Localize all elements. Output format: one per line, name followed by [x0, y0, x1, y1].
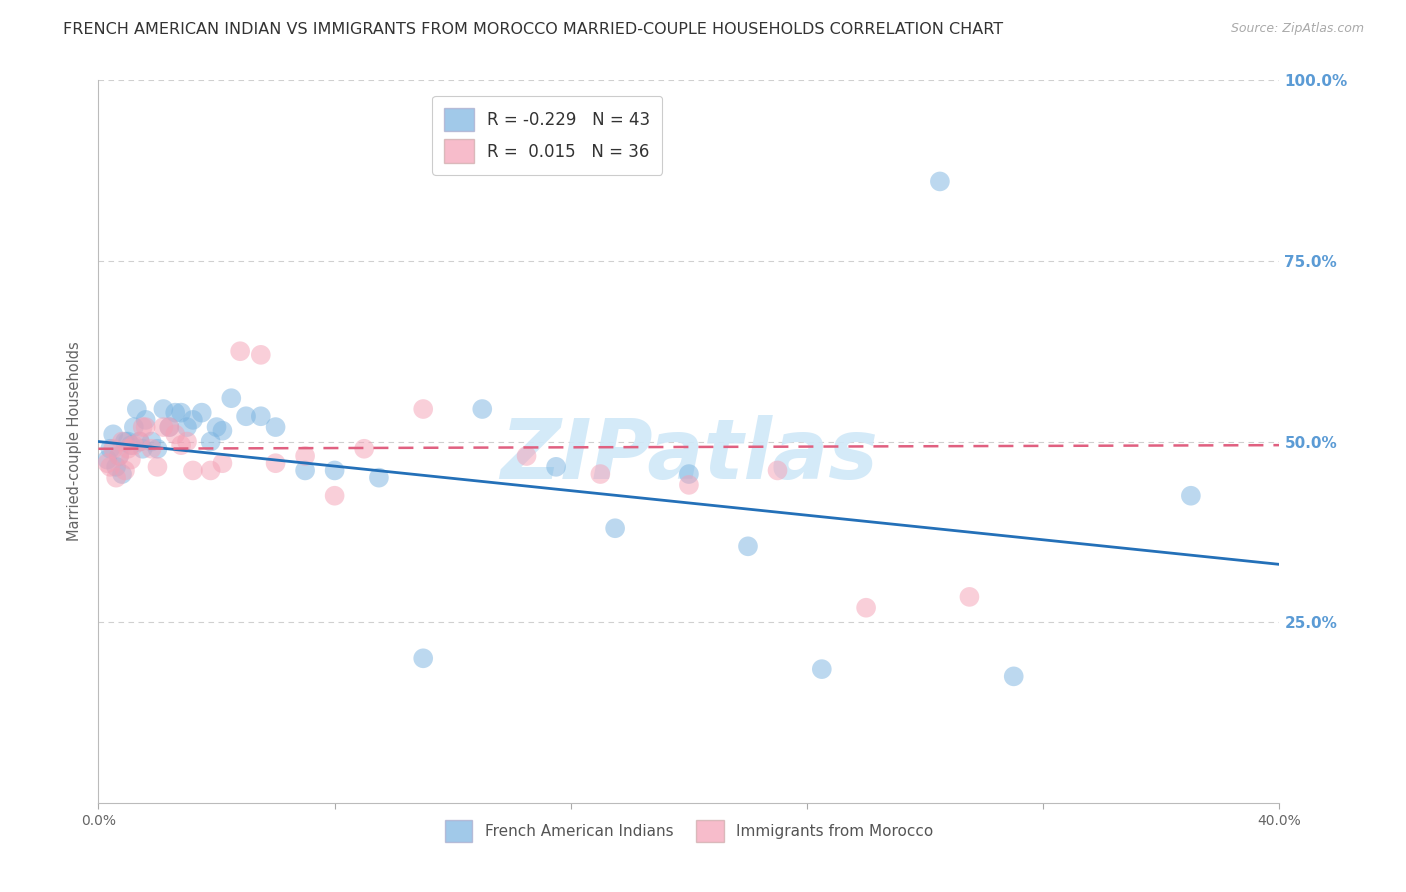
Point	[165, 406, 187, 420]
Point	[111, 467, 134, 481]
Point	[412, 651, 434, 665]
Point	[120, 452, 142, 467]
Point	[191, 406, 214, 420]
Point	[211, 456, 233, 470]
Point	[98, 442, 121, 456]
Point	[135, 413, 157, 427]
Point	[96, 452, 118, 467]
Point	[1002, 669, 1025, 683]
Point	[165, 427, 187, 442]
Point	[176, 434, 198, 449]
Point	[103, 442, 125, 456]
Point	[152, 420, 174, 434]
Y-axis label: Married-couple Households: Married-couple Households	[67, 342, 83, 541]
Legend: French American Indians, Immigrants from Morocco: French American Indians, Immigrants from…	[437, 813, 941, 849]
Point	[135, 420, 157, 434]
Point	[105, 470, 128, 484]
Point	[176, 420, 198, 434]
Point	[200, 434, 222, 449]
Point	[200, 463, 222, 477]
Point	[181, 413, 204, 427]
Point	[122, 420, 145, 434]
Point	[589, 467, 612, 481]
Point	[108, 449, 131, 463]
Point	[157, 420, 180, 434]
Point	[250, 348, 273, 362]
Point	[516, 449, 538, 463]
Point	[737, 539, 759, 553]
Point	[471, 402, 494, 417]
Text: Source: ZipAtlas.com: Source: ZipAtlas.com	[1230, 22, 1364, 36]
Point	[125, 402, 148, 417]
Point	[128, 434, 150, 449]
Point	[1180, 489, 1202, 503]
Point	[855, 600, 877, 615]
Text: FRENCH AMERICAN INDIAN VS IMMIGRANTS FROM MOROCCO MARRIED-COUPLE HOUSEHOLDS CORR: FRENCH AMERICAN INDIAN VS IMMIGRANTS FRO…	[63, 22, 1004, 37]
Point	[152, 402, 174, 417]
Point	[170, 438, 193, 452]
Point	[959, 590, 981, 604]
Point	[132, 420, 155, 434]
Point	[605, 521, 627, 535]
Point	[294, 463, 316, 477]
Point	[141, 442, 163, 456]
Point	[250, 409, 273, 424]
Point	[98, 459, 121, 474]
Point	[170, 406, 193, 420]
Point	[323, 489, 346, 503]
Point	[146, 459, 169, 474]
Text: ZIPatlas: ZIPatlas	[501, 416, 877, 497]
Point	[264, 456, 287, 470]
Point	[678, 467, 700, 481]
Point	[122, 438, 145, 452]
Point	[105, 459, 128, 474]
Point	[766, 463, 789, 477]
Point	[810, 662, 832, 676]
Point	[108, 449, 131, 463]
Point	[929, 174, 952, 188]
Point	[132, 442, 155, 456]
Point	[181, 463, 204, 477]
Point	[117, 442, 139, 456]
Point	[412, 402, 434, 417]
Point	[205, 420, 228, 434]
Point	[157, 420, 180, 434]
Point	[141, 434, 163, 449]
Point	[146, 442, 169, 456]
Point	[111, 434, 134, 449]
Point	[114, 463, 136, 477]
Point	[117, 434, 139, 449]
Point	[323, 463, 346, 477]
Point	[211, 424, 233, 438]
Point	[103, 427, 125, 442]
Point	[229, 344, 252, 359]
Point	[96, 456, 118, 470]
Point	[114, 434, 136, 449]
Point	[264, 420, 287, 434]
Point	[353, 442, 375, 456]
Point	[128, 434, 150, 449]
Point	[120, 438, 142, 452]
Point	[221, 391, 243, 405]
Point	[294, 449, 316, 463]
Point	[368, 470, 391, 484]
Point	[235, 409, 257, 424]
Point	[546, 459, 568, 474]
Point	[678, 478, 700, 492]
